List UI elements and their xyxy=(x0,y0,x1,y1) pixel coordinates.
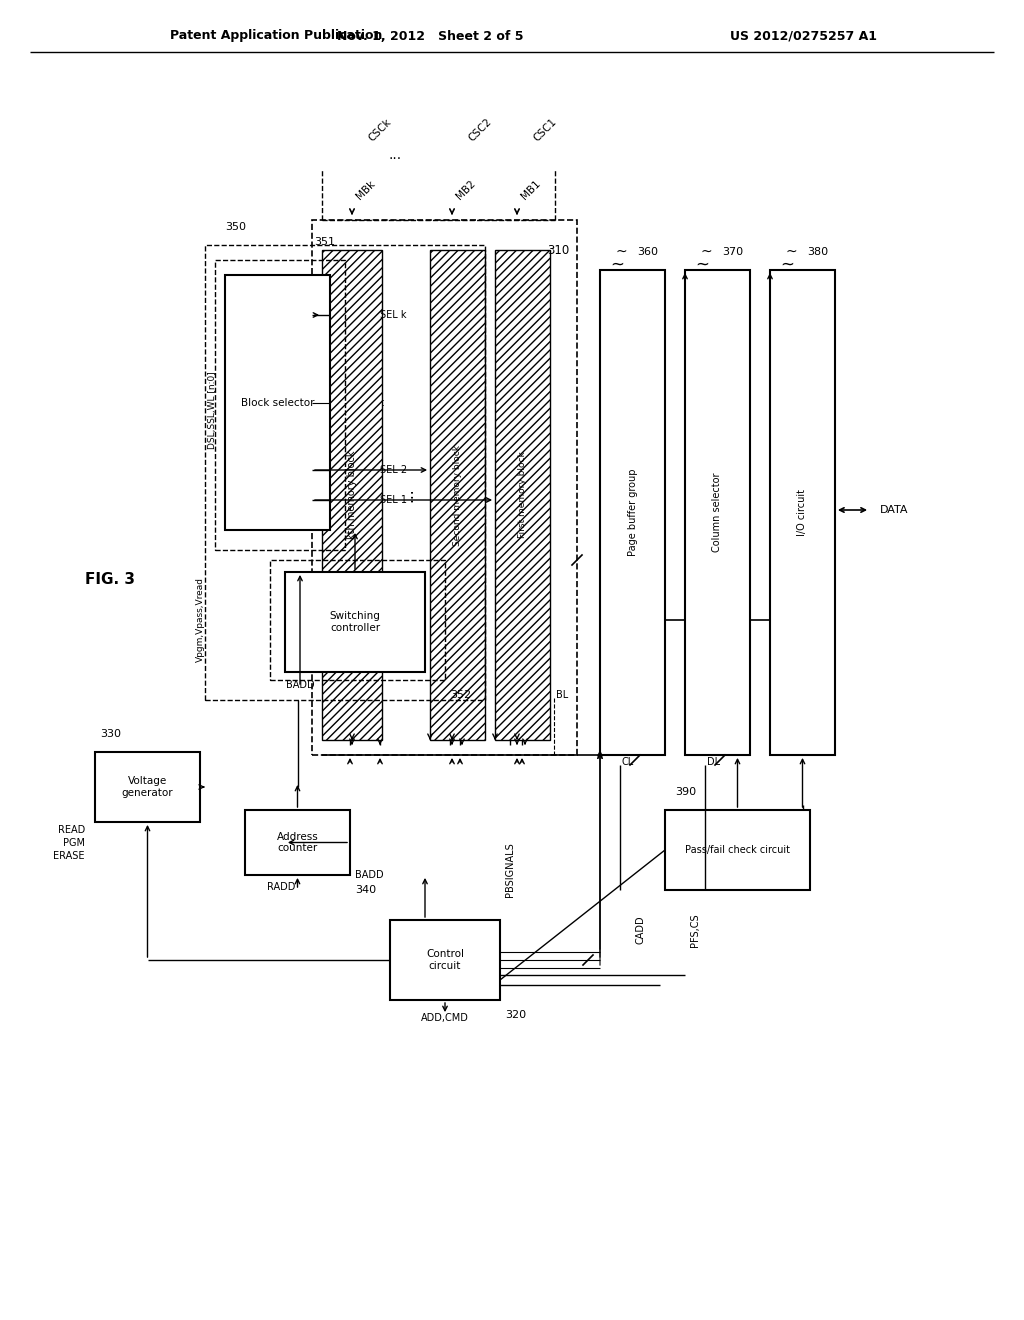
Text: 351: 351 xyxy=(314,238,335,247)
Text: PFS,CS: PFS,CS xyxy=(690,913,700,946)
Text: Pass/fail check circuit: Pass/fail check circuit xyxy=(685,845,790,855)
Text: DATA: DATA xyxy=(880,506,908,515)
Text: Patent Application Publication: Patent Application Publication xyxy=(170,29,382,42)
Bar xyxy=(770,271,835,755)
Text: :: : xyxy=(380,396,384,409)
Text: ~: ~ xyxy=(780,256,794,275)
Bar xyxy=(390,920,500,1001)
Text: Control
circuit: Control circuit xyxy=(426,949,464,970)
Text: PBSIGNALS: PBSIGNALS xyxy=(505,842,515,898)
Text: BL: BL xyxy=(556,690,568,700)
Text: 352: 352 xyxy=(450,690,471,700)
Text: I/O circuit: I/O circuit xyxy=(798,488,808,536)
Text: ~: ~ xyxy=(615,246,628,259)
Text: CADD: CADD xyxy=(635,916,645,944)
Text: Vpgm,Vpass,Vread: Vpgm,Vpass,Vread xyxy=(196,578,205,663)
Text: MB1: MB1 xyxy=(519,178,542,202)
Text: ~: ~ xyxy=(695,256,709,275)
Text: kth memory block: kth memory block xyxy=(347,450,357,540)
Text: Column selector: Column selector xyxy=(713,473,723,552)
Bar xyxy=(312,220,577,755)
Text: ...: ... xyxy=(400,487,416,503)
Bar xyxy=(495,249,550,741)
Text: BADD: BADD xyxy=(286,680,314,690)
Text: ERASE: ERASE xyxy=(53,851,85,861)
Text: 310: 310 xyxy=(547,243,569,256)
Text: DL: DL xyxy=(707,756,720,767)
Text: CSC2: CSC2 xyxy=(467,116,494,144)
Bar xyxy=(665,810,810,890)
Text: US 2012/0275257 A1: US 2012/0275257 A1 xyxy=(730,29,877,42)
Text: ...: ... xyxy=(388,148,401,162)
Text: DSL,SSL,WL [n:0]: DSL,SSL,WL [n:0] xyxy=(209,371,217,449)
Bar xyxy=(285,572,425,672)
Text: ~: ~ xyxy=(785,246,798,259)
Bar xyxy=(270,560,445,680)
Text: 330: 330 xyxy=(100,729,121,739)
Text: READ: READ xyxy=(57,825,85,836)
Text: 320: 320 xyxy=(505,1010,526,1020)
Text: MB2: MB2 xyxy=(454,178,477,202)
Text: Nov. 1, 2012   Sheet 2 of 5: Nov. 1, 2012 Sheet 2 of 5 xyxy=(337,29,523,42)
Text: 370: 370 xyxy=(723,247,743,257)
Bar xyxy=(430,249,485,741)
Text: PGM: PGM xyxy=(63,838,85,847)
Bar xyxy=(225,275,330,531)
Text: ~: ~ xyxy=(700,246,713,259)
Text: 380: 380 xyxy=(808,247,828,257)
Text: BADD: BADD xyxy=(355,870,384,880)
Text: 390: 390 xyxy=(675,787,696,797)
Text: CSCk: CSCk xyxy=(367,116,393,144)
Bar xyxy=(95,752,200,822)
Bar xyxy=(205,246,485,700)
Text: CL: CL xyxy=(622,756,634,767)
Text: RADD: RADD xyxy=(267,882,296,892)
Text: CSC1: CSC1 xyxy=(532,116,559,144)
Text: Page buffer group: Page buffer group xyxy=(628,469,638,556)
Text: Second memory block: Second memory block xyxy=(453,445,462,545)
Bar xyxy=(215,260,345,550)
Text: SEL 2: SEL 2 xyxy=(380,465,408,475)
Text: 360: 360 xyxy=(638,247,658,257)
Text: Address
counter: Address counter xyxy=(276,832,318,853)
Text: Voltage
generator: Voltage generator xyxy=(122,776,173,797)
Text: MBk: MBk xyxy=(354,178,377,202)
Text: Block selector: Block selector xyxy=(241,397,314,408)
Bar xyxy=(322,249,382,741)
Text: SEL 1: SEL 1 xyxy=(380,495,407,506)
Text: SEL k: SEL k xyxy=(380,310,407,319)
Text: 350: 350 xyxy=(225,222,246,232)
Bar xyxy=(600,271,665,755)
Text: ADD,CMD: ADD,CMD xyxy=(421,1012,469,1023)
Text: First memory block: First memory block xyxy=(518,451,527,539)
Text: 340: 340 xyxy=(355,884,376,895)
Text: Switching
controller: Switching controller xyxy=(330,611,381,632)
Bar xyxy=(245,810,350,875)
Text: ~: ~ xyxy=(610,256,624,275)
Text: FIG. 3: FIG. 3 xyxy=(85,573,135,587)
Bar xyxy=(685,271,750,755)
